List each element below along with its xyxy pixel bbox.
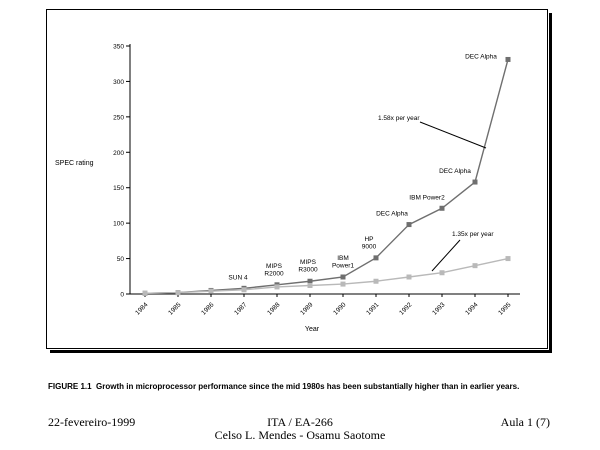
series-2-point — [505, 256, 511, 262]
footer-authors: Celso L. Mendes - Osamu Saotome — [214, 428, 386, 442]
x-tick-label: 1984 — [134, 301, 149, 316]
series-2-point — [208, 288, 214, 294]
x-tick-label: 1990 — [332, 301, 347, 316]
series-2-line — [144, 257, 509, 294]
x-tick-label: 1987 — [233, 301, 248, 316]
figure-caption: FIGURE 1.1 Growth in microprocessor perf… — [48, 381, 558, 392]
y-tick-label: 250 — [113, 114, 124, 121]
x-tick-label: 1985 — [167, 301, 182, 316]
growth-rate-annotation-slow: 1.35x per year — [452, 231, 494, 238]
y-tick-label: 0 — [120, 292, 124, 299]
growth-rate-annotation-fast: 1.58x per year — [378, 115, 420, 122]
series-1-point — [439, 205, 445, 211]
y-tick-label: 200 — [113, 150, 124, 157]
footer-course: ITA / EA-266 — [267, 415, 333, 429]
series-1-point — [340, 274, 346, 280]
series-1-line — [144, 59, 509, 294]
point-label: MIPS — [300, 259, 317, 266]
x-tick-label: 1995 — [497, 301, 512, 316]
x-axis-title: Year — [305, 326, 320, 333]
caption-text: Growth in microprocessor performance sin… — [96, 382, 520, 391]
x-tick-label: 1992 — [398, 301, 413, 316]
series-2-point — [472, 263, 478, 269]
x-tick-label: 1989 — [299, 301, 314, 316]
point-label: SUN 4 — [228, 274, 248, 281]
series-1-point — [307, 278, 313, 284]
point-label: 9000 — [362, 243, 377, 250]
point-label: MIPS — [266, 263, 283, 270]
y-tick-label: 150 — [113, 185, 124, 192]
y-tick-label: 350 — [113, 44, 124, 51]
point-label: IBM — [337, 255, 349, 262]
series-1-point — [472, 179, 478, 185]
x-tick-label: 1994 — [464, 301, 479, 316]
series-2-point — [175, 290, 181, 296]
series-1-point — [406, 222, 412, 228]
series-1-point — [373, 255, 379, 261]
series-2-point — [241, 287, 247, 293]
point-label: DEC Alpha — [376, 211, 408, 218]
point-label: DEC Alpha — [439, 168, 471, 175]
x-tick-label: 1991 — [365, 301, 380, 316]
point-label: IBM Power2 — [409, 194, 445, 201]
x-tick-label: 1993 — [431, 301, 446, 316]
series-2-point — [340, 281, 346, 287]
series-2-point — [274, 284, 280, 290]
figure-panel-shadow — [50, 13, 552, 353]
series-2-point — [439, 270, 445, 276]
point-label: Power1 — [332, 262, 354, 269]
footer-date: 22-fevereiro-1999 — [48, 415, 136, 429]
caption-label: FIGURE 1.1 — [48, 382, 92, 391]
y-tick-label: 100 — [113, 221, 124, 228]
series-2-point — [307, 282, 313, 288]
footer-center: ITA / EA-266 Celso L. Mendes - Osamu Sao… — [0, 416, 600, 442]
y-tick-label: 300 — [113, 79, 124, 86]
point-label: HP — [364, 236, 373, 243]
point-label: DEC Alpha — [465, 53, 497, 60]
point-label: R3000 — [298, 267, 318, 274]
series-1-point — [505, 56, 511, 62]
y-tick-label: 50 — [117, 256, 125, 263]
point-label: R2000 — [264, 270, 284, 277]
y-axis-title: SPEC rating — [55, 160, 94, 167]
footer-lecture: Aula 1 (7) — [500, 415, 550, 429]
series-2-point — [142, 290, 148, 296]
x-tick-label: 1988 — [266, 301, 281, 316]
series-2-point — [373, 278, 379, 284]
x-tick-label: 1986 — [200, 301, 215, 316]
series-2-point — [406, 274, 412, 280]
annotation-pointer-slow — [431, 239, 461, 272]
annotation-pointer-fast — [419, 121, 487, 149]
